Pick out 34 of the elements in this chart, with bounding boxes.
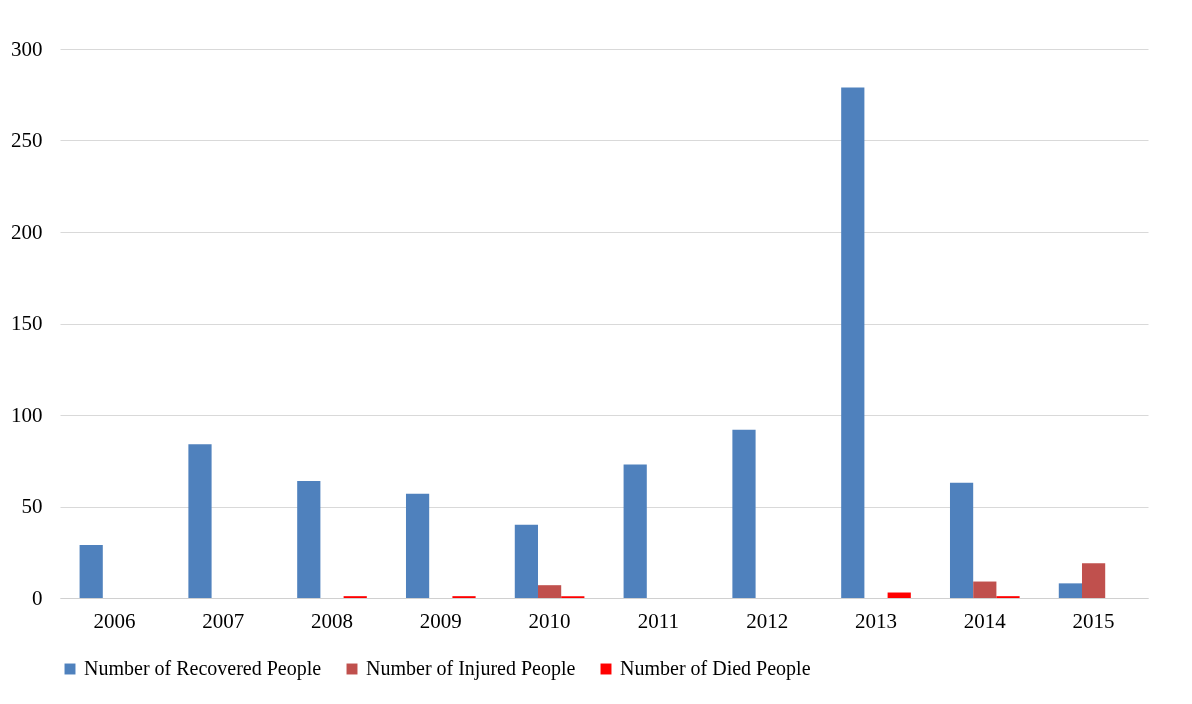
- bar: [514, 524, 538, 598]
- x-tick-label: 2012: [746, 608, 789, 633]
- bar: [1058, 583, 1082, 598]
- bar: [297, 480, 321, 598]
- y-tick-label: 50: [21, 494, 43, 518]
- bar: [841, 87, 865, 598]
- bar: [973, 581, 997, 598]
- x-tick-label: 2014: [963, 608, 1007, 633]
- legend-label: Number of Died People: [620, 657, 811, 680]
- legend-label: Number of Recovered People: [84, 657, 322, 680]
- x-tick-label: 2011: [637, 608, 680, 633]
- y-tick-label: 150: [11, 311, 43, 335]
- legend-label: Number of Injured People: [366, 657, 576, 680]
- bar: [79, 544, 103, 598]
- x-tick-label: 2009: [419, 608, 462, 633]
- bar: [887, 592, 911, 598]
- bar: [537, 585, 562, 598]
- y-tick-label: 100: [11, 402, 43, 427]
- bar: [188, 444, 212, 598]
- bar: [405, 493, 430, 598]
- y-tick-label: 250: [11, 128, 43, 152]
- x-tick-label: 2007: [202, 608, 245, 633]
- x-tick-label: 2008: [311, 608, 353, 633]
- bar: [623, 464, 647, 598]
- bar: [1081, 563, 1106, 598]
- x-tick-label: 2013: [855, 608, 897, 633]
- y-tick-label: 300: [11, 36, 43, 61]
- y-tick-label: 0: [32, 585, 43, 610]
- x-tick-label: 2010: [528, 608, 571, 633]
- x-tick-label: 2006: [93, 608, 136, 633]
- y-tick-label: 200: [11, 219, 43, 244]
- bar: [732, 429, 756, 598]
- bar: [949, 482, 974, 598]
- x-tick-label: 2015: [1072, 608, 1115, 633]
